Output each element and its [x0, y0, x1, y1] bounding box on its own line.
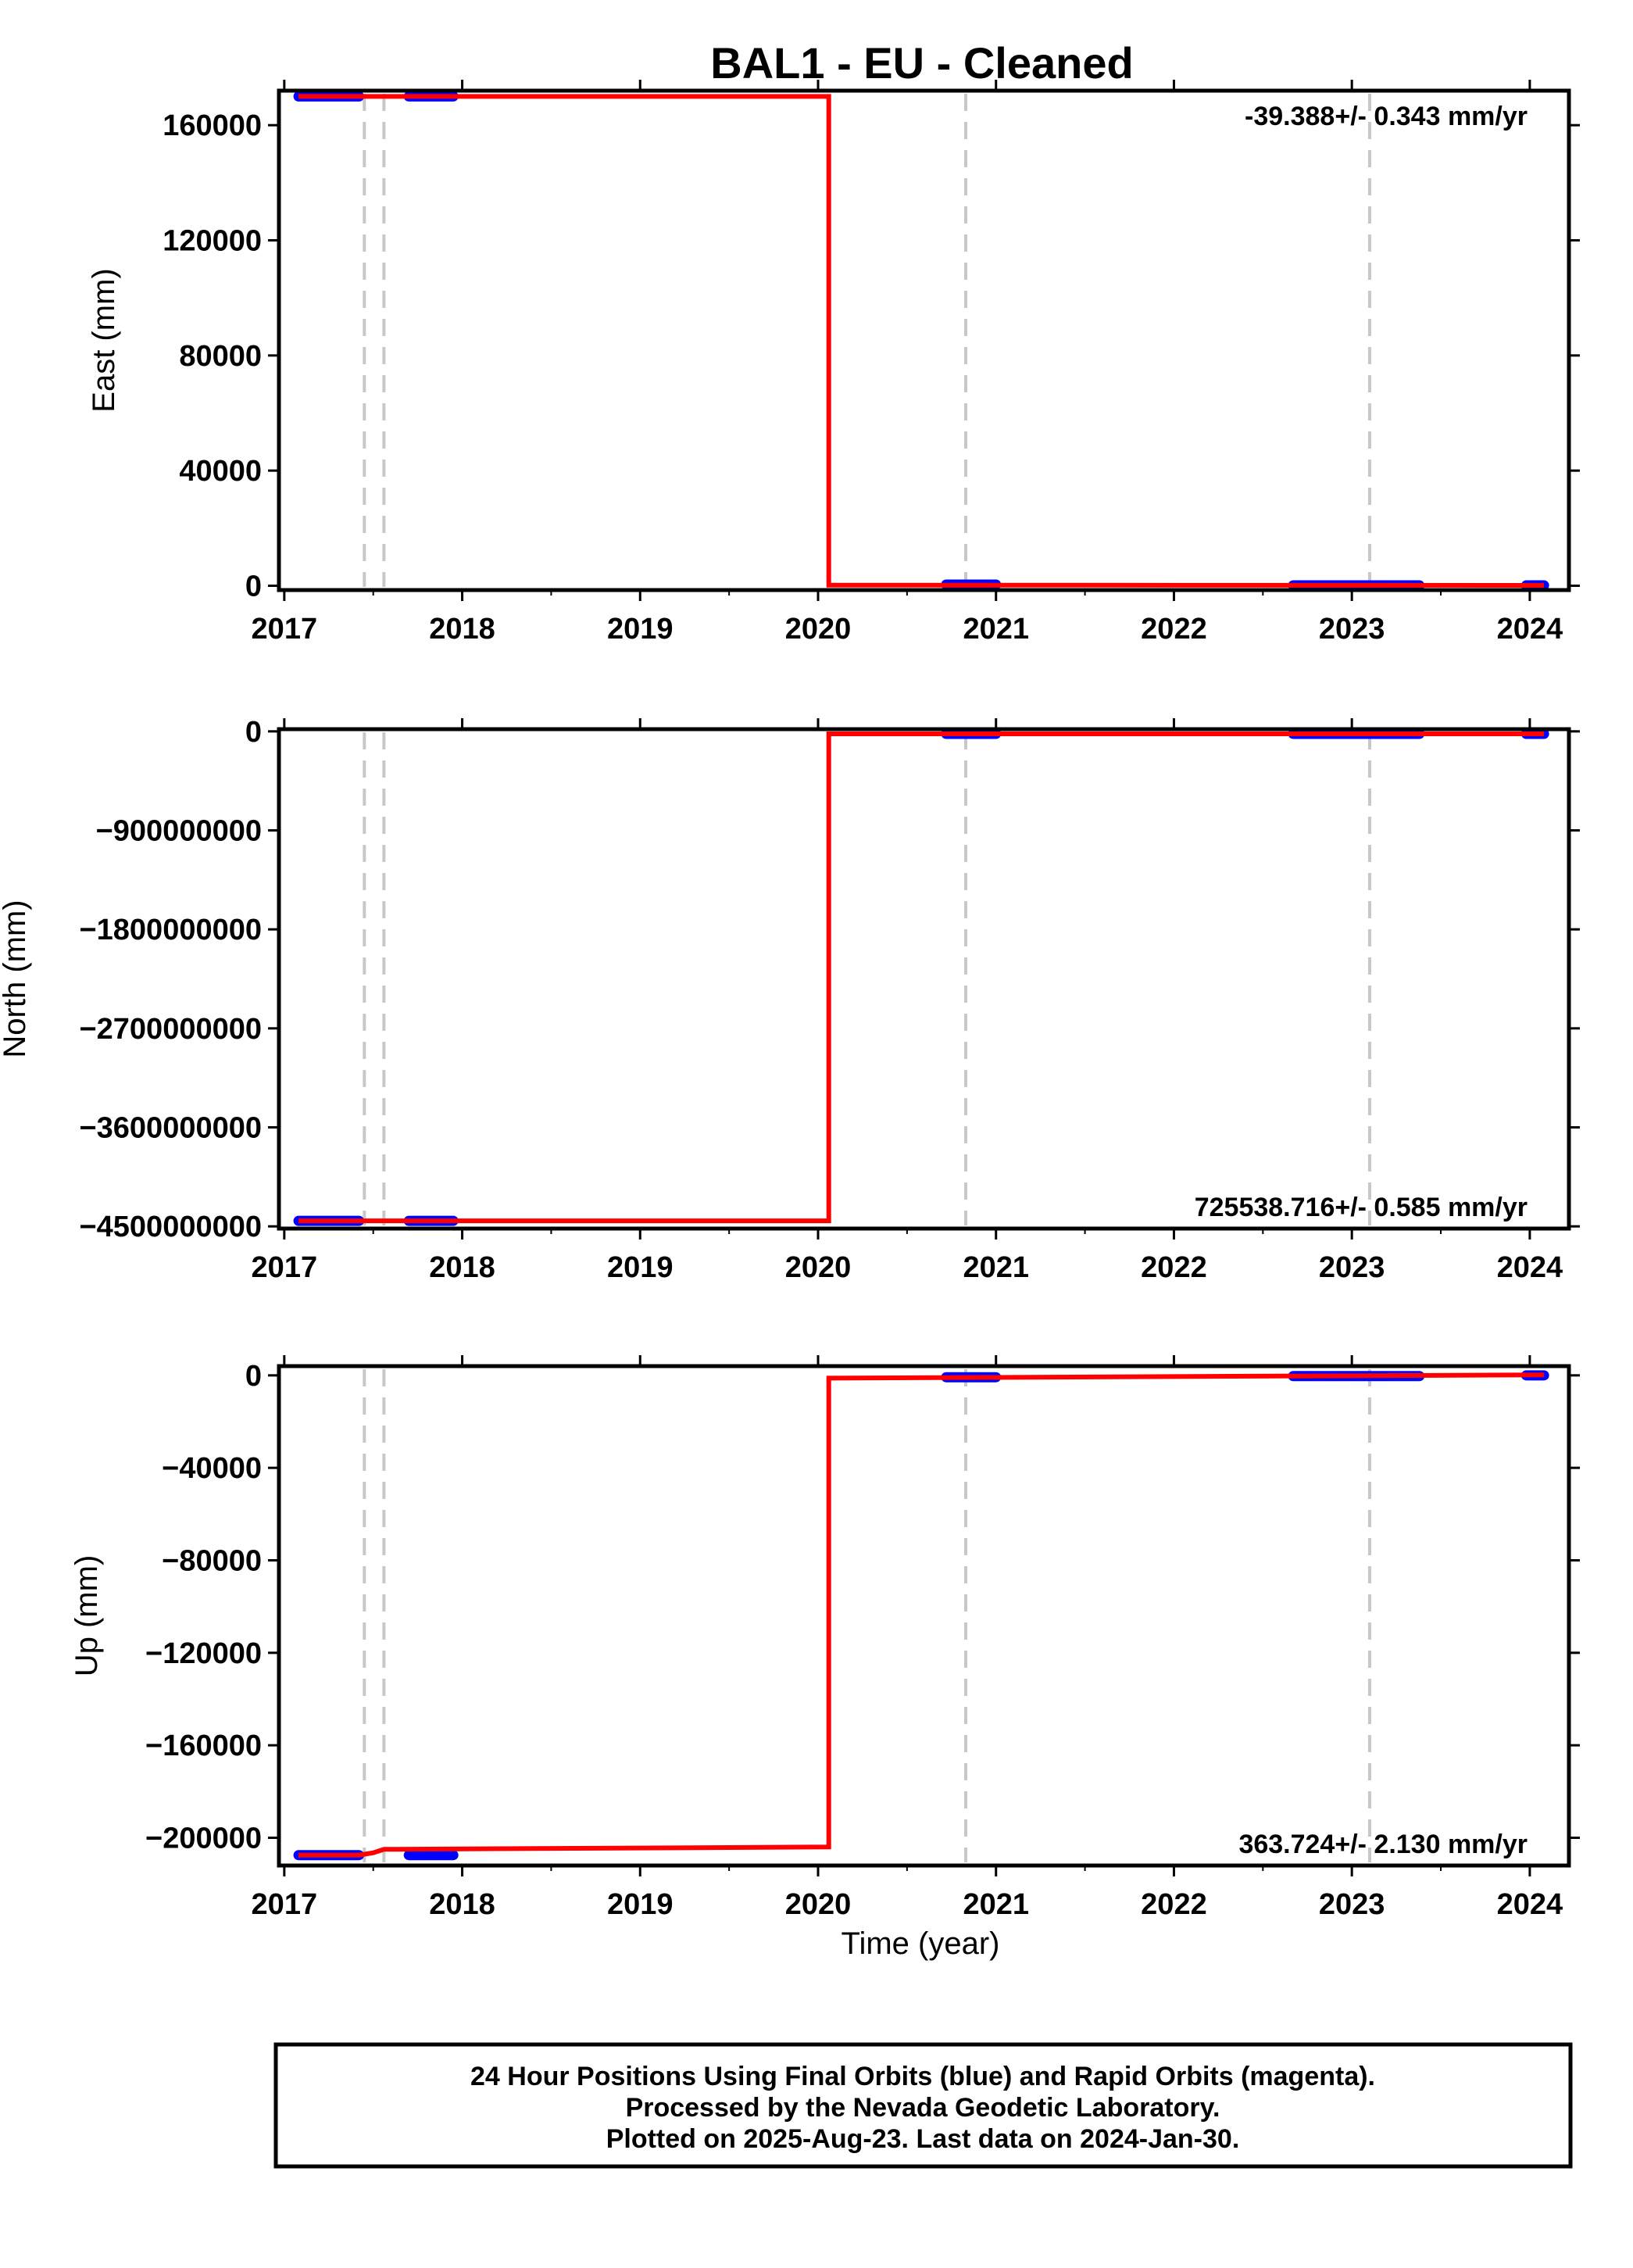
- y-axis-label: North (mm): [0, 900, 32, 1057]
- y-tick-label: 160000: [163, 109, 262, 142]
- x-tick-label: 2024: [1497, 613, 1563, 646]
- y-tick-label: −120000: [145, 1637, 262, 1670]
- x-tick-label: 2021: [963, 613, 1029, 646]
- footer-line-2: Processed by the Nevada Geodetic Laborat…: [626, 2093, 1220, 2123]
- y-tick-label: 80000: [179, 340, 262, 373]
- y-tick-label: −160000: [145, 1730, 262, 1762]
- x-tick-label: 2020: [785, 1251, 852, 1284]
- footer-line-3: Plotted on 2025-Aug-23. Last data on 202…: [606, 2124, 1240, 2154]
- y-tick-label: −200000: [145, 1823, 262, 1855]
- y-tick-label: 0: [245, 570, 262, 603]
- model-line: [298, 1372, 1545, 1858]
- x-tick-label: 2024: [1497, 1888, 1563, 1921]
- plot-frame: [277, 1364, 1571, 1868]
- x-tick-label: 2018: [429, 1888, 495, 1921]
- x-tick-label: 2017: [252, 613, 318, 646]
- model-line: [298, 94, 1545, 588]
- x-tick-label: 2022: [1141, 1888, 1207, 1921]
- y-tick-label: −3600000000: [79, 1112, 262, 1145]
- up-panel: 2017 2018 2019 2020 2021 2022 2023 2024 0 −40000 −…: [70, 1355, 1580, 1921]
- y-tick-label: 0: [245, 1360, 262, 1393]
- x-tick-label: 2020: [785, 1888, 852, 1921]
- x-tick-label: 2021: [963, 1888, 1029, 1921]
- x-tick-label: 2024: [1497, 1251, 1563, 1284]
- x-tick-label: 2018: [429, 1251, 495, 1284]
- y-tick-label: −4500000000: [79, 1211, 262, 1243]
- x-tick-label: 2020: [785, 613, 852, 646]
- y-tick-label: 120000: [163, 225, 262, 258]
- east-panel: 2017 2018 2019 2020 2021 2022 2023 2024 0 40000 80…: [87, 80, 1580, 646]
- y-tick-label: −40000: [162, 1452, 262, 1485]
- footer-box: 24 Hour Positions Using Final Orbits (bl…: [273, 2042, 1573, 2169]
- x-tick-label: 2019: [607, 613, 674, 646]
- x-axis-label: Time (year): [842, 1926, 1000, 1961]
- x-tick-label: 2022: [1141, 613, 1207, 646]
- x-tick-label: 2023: [1319, 1888, 1385, 1921]
- y-tick-label: −900000000: [96, 814, 262, 847]
- north-panel: 2017 2018 2019 2020 2021 2022 2023 2024 0 −900000…: [0, 716, 1580, 1284]
- y-tick-label: 0: [245, 716, 262, 749]
- y-tick-label: −80000: [162, 1545, 262, 1578]
- x-tick-label: 2021: [963, 1251, 1029, 1284]
- y-tick-label: −1800000000: [79, 914, 262, 946]
- rate-annotation: -39.388+/- 0.343 mm/yr: [1245, 102, 1528, 131]
- y-axis-label: Up (mm): [70, 1555, 104, 1677]
- y-axis-label: East (mm): [87, 268, 121, 412]
- x-tick-label: 2023: [1319, 1251, 1385, 1284]
- plot-frame: [277, 88, 1571, 592]
- plot-frame: [277, 727, 1571, 1231]
- rate-annotation: 725538.716+/- 0.585 mm/yr: [1195, 1193, 1528, 1222]
- x-tick-label: 2017: [252, 1251, 318, 1284]
- y-tick-label: −2700000000: [79, 1013, 262, 1046]
- x-tick-label: 2019: [607, 1888, 674, 1921]
- x-tick-label: 2023: [1319, 613, 1385, 646]
- x-tick-label: 2018: [429, 613, 495, 646]
- x-tick-label: 2022: [1141, 1251, 1207, 1284]
- figure-title: BAL1 - EU - Cleaned: [710, 38, 1133, 88]
- x-tick-label: 2017: [252, 1888, 318, 1921]
- model-line: [298, 732, 1545, 1224]
- x-tick-label: 2019: [607, 1251, 674, 1284]
- y-tick-label: 40000: [179, 455, 262, 488]
- footer-frame: [273, 2042, 1573, 2169]
- rate-annotation: 363.724+/- 2.130 mm/yr: [1238, 1830, 1528, 1859]
- footer-line-1: 24 Hour Positions Using Final Orbits (bl…: [470, 2062, 1375, 2091]
